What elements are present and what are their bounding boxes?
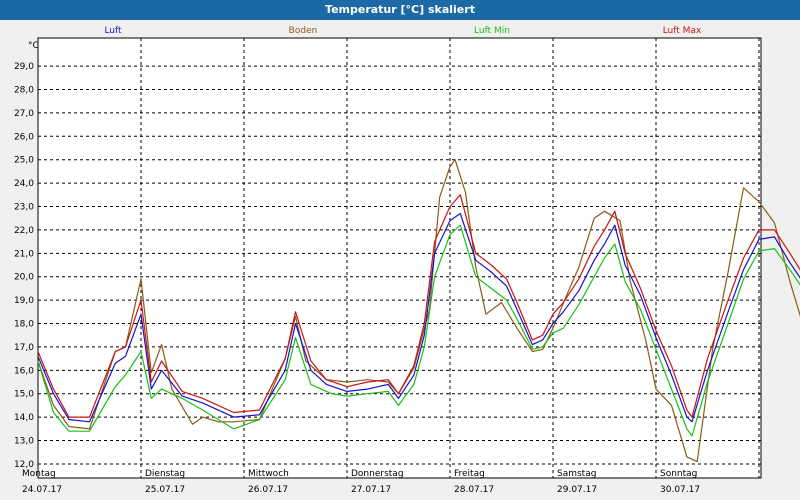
x-date-label: 30.07.17 xyxy=(660,485,700,495)
x-date-label: 29.07.17 xyxy=(557,485,597,495)
series-line-boden xyxy=(37,159,800,463)
plot-area xyxy=(37,37,762,479)
y-tick-label: 15,0 xyxy=(14,390,34,400)
series-line-luft-max xyxy=(37,194,800,418)
x-weekday-label: Mittwoch xyxy=(248,469,289,479)
y-tick-label: 19,0 xyxy=(14,296,34,306)
window-title: Temperatur [°C] skaliert xyxy=(0,0,800,20)
x-date-label: 28.07.17 xyxy=(454,485,494,495)
x-date-label: 27.07.17 xyxy=(351,485,391,495)
y-tick-label: 13,0 xyxy=(14,437,34,447)
y-tick-label: 12,0 xyxy=(14,460,34,470)
y-tick-label: 24,0 xyxy=(14,179,34,189)
x-weekday-label: Donnerstag xyxy=(351,469,404,479)
x-weekday-label: Samstag xyxy=(557,469,596,479)
y-tick-label: 18,0 xyxy=(14,320,34,330)
y-tick-label: 22,0 xyxy=(14,226,34,236)
y-tick-label: 26,0 xyxy=(14,132,34,142)
series-line-luft-min xyxy=(37,224,800,437)
legend-item-luft: Luft xyxy=(104,26,122,36)
legend-item-luft-min: Luft Min xyxy=(474,26,510,36)
x-date-label: 25.07.17 xyxy=(145,485,185,495)
y-tick-label: 21,0 xyxy=(14,249,34,259)
grid xyxy=(38,38,761,478)
x-weekday-label: Montag xyxy=(22,469,56,479)
y-tick-label: 28,0 xyxy=(14,85,34,95)
x-weekday-label: Freitag xyxy=(454,469,485,479)
y-tick-label: 20,0 xyxy=(14,273,34,283)
temperature-chart: Luft Boden Luft Min Luft Max 12,0 13,0 14,0 15… xyxy=(14,26,800,495)
x-date-label: 24.07.17 xyxy=(22,485,62,495)
x-axis: Montag 24.07.17 Dienstag 25.07.17 Mittwoch 26… xyxy=(22,469,700,495)
y-tick-label: 17,0 xyxy=(14,343,34,353)
legend-item-luft-max: Luft Max xyxy=(663,26,702,36)
series-line-luft xyxy=(37,212,800,423)
legend-item-boden: Boden xyxy=(289,26,318,36)
y-axis-unit: °C xyxy=(28,41,39,51)
y-tick-label: 14,0 xyxy=(14,413,34,423)
y-tick-label: 23,0 xyxy=(14,203,34,213)
x-weekday-label: Sonntag xyxy=(660,469,697,479)
y-tick-label: 16,0 xyxy=(14,366,34,376)
x-date-label: 26.07.17 xyxy=(248,485,288,495)
series-group xyxy=(37,159,800,463)
y-tick-label: 29,0 xyxy=(14,62,34,72)
y-tick-label: 27,0 xyxy=(14,109,34,119)
y-tick-label: 25,0 xyxy=(14,156,34,166)
x-weekday-label: Dienstag xyxy=(145,469,185,479)
legend: Luft Boden Luft Min Luft Max xyxy=(104,26,702,36)
y-axis: 12,0 13,0 14,0 15,0 16,0 17,0 18,0 19,0 20,0 21,0… xyxy=(14,62,34,470)
